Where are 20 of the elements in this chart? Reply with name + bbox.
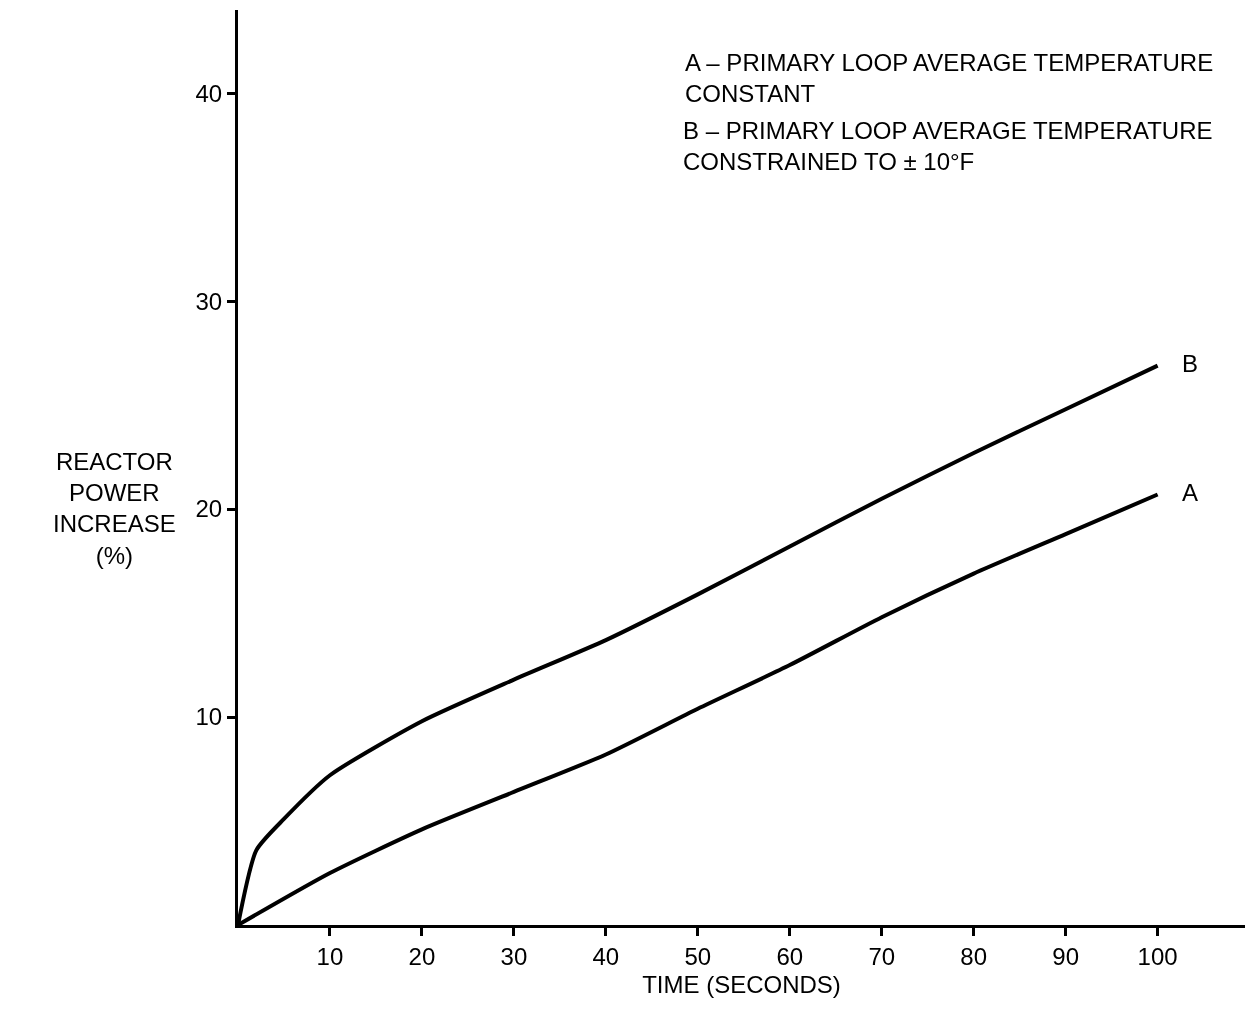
x-tick-label: 20 <box>408 942 436 970</box>
y-tick-label: 10 <box>195 703 223 731</box>
x-tick-label: 100 <box>1137 942 1178 970</box>
series-label: A <box>1182 479 1199 506</box>
x-tick-label: 40 <box>592 942 620 970</box>
y-tick-label: 30 <box>195 287 223 315</box>
x-tick-label: 10 <box>316 942 344 970</box>
x-tick-label: 80 <box>960 942 988 970</box>
x-tick-label: 70 <box>868 942 896 970</box>
y-axis-title: REACTOR POWER INCREASE (%) <box>53 448 176 569</box>
y-tick-label: 40 <box>195 79 223 107</box>
x-tick-label: 90 <box>1052 942 1080 970</box>
x-tick-label: 30 <box>500 942 528 970</box>
annotation: A – PRIMARY LOOP AVERAGE TEMPERATURE CONSTANT <box>685 49 1214 108</box>
x-axis-title: TIME (SECONDS) <box>642 971 841 999</box>
x-tick-label: 50 <box>684 942 712 970</box>
annotation: B – PRIMARY LOOP AVERAGE TEMPERATURE CONSTRAINED TO ± 10°F <box>683 117 1213 176</box>
x-tick-label: 60 <box>776 942 804 970</box>
y-tick-label: 20 <box>195 495 223 523</box>
series-label: B <box>1182 350 1199 377</box>
